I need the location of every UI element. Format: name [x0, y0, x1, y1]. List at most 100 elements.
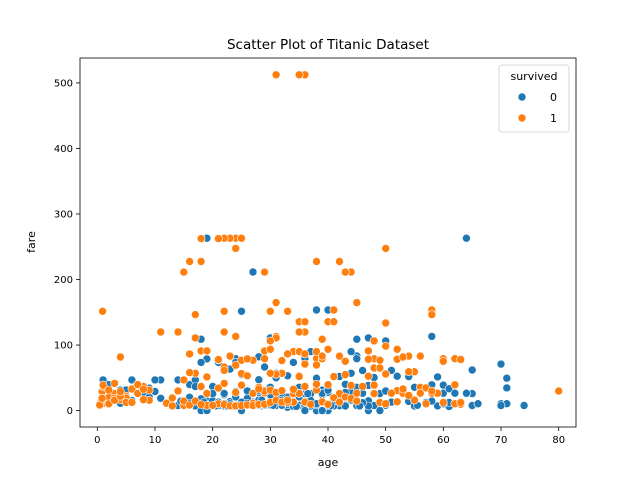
- data-point-series-1-33: [381, 244, 391, 253]
- x-tick-label-50: 50: [379, 435, 392, 446]
- data-point-series-1-115: [243, 371, 252, 381]
- data-point-series-1-34: [185, 257, 194, 266]
- y-tick-label-400: 400: [54, 144, 73, 155]
- data-point-series-1-80: [392, 344, 402, 354]
- data-point-series-1-101: [375, 355, 385, 365]
- data-point-series-1-192: [387, 388, 396, 398]
- data-point-series-1-184: [329, 393, 339, 403]
- data-point-series-1-55: [381, 318, 391, 328]
- data-point-series-1-73: [381, 341, 391, 351]
- data-point-series-1-44: [283, 306, 292, 316]
- data-point-series-1-208: [110, 379, 119, 388]
- data-point-series-0-255: [300, 406, 310, 415]
- data-point-series-1-131: [214, 383, 223, 393]
- data-point-series-1-60: [156, 327, 165, 337]
- x-tick-label-30: 30: [264, 435, 277, 446]
- data-point-series-0-48: [502, 383, 512, 393]
- data-point-series-1-26: [271, 70, 281, 80]
- data-point-series-1-211: [116, 387, 125, 396]
- x-tick-label-10: 10: [149, 435, 162, 446]
- data-point-series-1-179: [294, 389, 304, 398]
- data-point-series-1-165: [208, 401, 217, 410]
- legend-marker-1: [517, 113, 527, 123]
- x-tick-label-80: 80: [552, 435, 565, 446]
- y-tick-label-500: 500: [54, 78, 73, 89]
- data-point-series-1-215: [219, 379, 229, 388]
- data-point-series-1-114: [364, 371, 373, 381]
- data-point-series-1-214: [139, 384, 148, 394]
- data-point-series-1-218: [277, 386, 287, 395]
- x-tick-label-60: 60: [437, 435, 450, 446]
- data-point-series-1-126: [179, 375, 189, 385]
- data-point-series-1-133: [231, 388, 240, 397]
- data-point-series-0-38: [462, 233, 471, 243]
- data-point-series-0-226: [156, 393, 165, 403]
- x-axis-label: age: [318, 456, 339, 469]
- data-point-series-0-56: [352, 334, 362, 344]
- data-point-series-0-249: [462, 388, 471, 398]
- y-axis-label: fare: [25, 231, 38, 253]
- data-point-series-1-76: [364, 346, 373, 356]
- data-point-series-1-92: [260, 354, 269, 364]
- data-point-series-1-146: [168, 393, 177, 403]
- data-point-series-1-127: [202, 372, 212, 382]
- legend-box: [498, 64, 570, 133]
- data-point-series-0-58: [433, 372, 442, 382]
- data-point-series-1-30: [237, 233, 246, 243]
- data-point-series-1-123: [404, 367, 414, 377]
- data-point-series-0-28: [496, 359, 506, 369]
- data-point-series-1-43: [271, 298, 281, 307]
- x-axis: 0 10 20 30 40 50 60 70 80: [94, 427, 565, 446]
- data-point-series-1-54: [329, 317, 339, 327]
- data-point-series-1-222: [346, 381, 356, 390]
- data-point-series-1-134: [248, 389, 258, 398]
- data-point-series-0-79: [312, 305, 321, 315]
- data-point-series-1-81: [185, 349, 194, 359]
- data-point-series-0-35: [248, 267, 258, 277]
- data-point-series-1-197: [438, 398, 448, 407]
- data-point-series-1-68: [219, 327, 229, 337]
- data-point-series-1-177: [283, 395, 292, 405]
- data-point-series-1-22: [191, 310, 200, 319]
- data-point-series-1-38: [179, 267, 189, 277]
- legend-title: survived: [510, 70, 557, 83]
- data-point-series-1-228: [427, 386, 437, 396]
- data-point-series-1-104: [398, 352, 408, 362]
- data-point-series-1-216: [237, 380, 246, 390]
- data-point-series-1-77: [300, 349, 310, 359]
- data-point-series-1-42: [352, 298, 362, 307]
- data-point-series-1-130: [196, 382, 206, 391]
- data-point-series-1-221: [312, 379, 321, 389]
- data-point-series-1-25: [294, 70, 304, 80]
- data-point-series-1-109: [329, 372, 339, 381]
- data-point-series-1-64: [265, 336, 275, 346]
- data-point-series-1-224: [398, 384, 408, 394]
- data-point-series-0-37: [427, 332, 437, 341]
- chart-title: Scatter Plot of Titanic Dataset: [227, 37, 429, 53]
- data-point-series-1-201: [97, 393, 107, 403]
- data-point-series-0-47: [502, 373, 512, 383]
- y-tick-label-200: 200: [54, 275, 73, 286]
- data-point-series-1-213: [133, 380, 142, 389]
- data-point-series-1-27: [196, 234, 206, 243]
- data-point-series-1-63: [191, 333, 200, 343]
- data-point-series-0-55: [346, 347, 356, 356]
- data-point-series-1-119: [265, 368, 275, 378]
- data-point-series-0-41: [352, 354, 362, 364]
- data-point-series-1-193: [392, 397, 402, 407]
- x-tick-label-70: 70: [495, 435, 508, 446]
- data-point-series-0-256: [375, 406, 385, 415]
- data-point-series-1-118: [231, 360, 240, 370]
- data-point-series-1-49: [98, 306, 107, 316]
- data-point-series-1-142: [450, 380, 460, 390]
- data-point-series-1-181: [306, 399, 316, 409]
- data-point-series-1-7: [410, 395, 419, 405]
- data-point-series-1-56: [329, 305, 339, 315]
- x-tick-label-40: 40: [322, 435, 335, 446]
- data-point-series-1-212: [127, 398, 137, 407]
- y-tick-label-100: 100: [54, 341, 73, 352]
- data-point-series-1-188: [352, 396, 362, 406]
- data-point-series-0-52: [237, 306, 246, 316]
- data-point-series-1-58: [294, 327, 304, 337]
